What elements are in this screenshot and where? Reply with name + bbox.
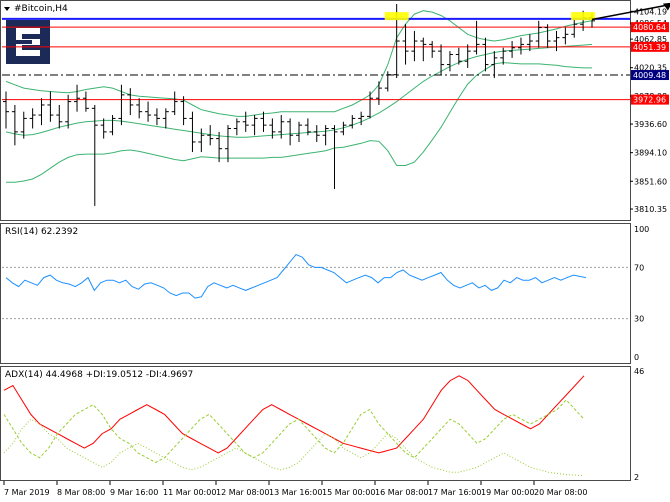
rsi-line: [5, 253, 587, 299]
price-line-label: 4080.64: [633, 23, 666, 32]
price-tick-label: 3936.60: [634, 120, 667, 129]
adx-series-line: [3, 375, 585, 454]
highlight-markers: [384, 2, 670, 21]
arrow-head-icon: [662, 2, 670, 11]
rsi-title: RSI(14) 62.2392: [5, 227, 78, 237]
price-level-labels: 4080.64 4051.39 4009.48 3972.96: [631, 22, 669, 105]
time-tick-label: 8 Mar 08:00: [57, 488, 105, 497]
price-line-label: 4051.39: [633, 43, 666, 52]
rsi-tick-label: 70: [634, 263, 644, 272]
price-tick-label: 4020.35: [634, 64, 667, 73]
time-axis: 7 Mar 2019 8 Mar 08:00 9 Mar 16:00 11 Mar 0…: [3, 481, 587, 497]
price-tick-label: 4104.19: [634, 7, 667, 16]
price-level-lines: [2, 17, 630, 101]
price-line-badge: [631, 94, 669, 105]
time-tick-label: 17 Mar 16:00: [428, 488, 481, 497]
price-line-label: 4009.48: [633, 71, 666, 80]
adx-title: ADX(14) 44.4968 +DI:19.0512 -DI:4.9697: [5, 370, 193, 380]
main-title: #Bitcoin,H4: [14, 4, 68, 14]
band-upper: [5, 10, 593, 117]
caret-down-icon: [4, 7, 10, 11]
highlight-marker: [384, 12, 409, 21]
rsi-series-line: [5, 253, 587, 299]
broker-logo: [6, 20, 50, 64]
time-tick-label: 11 Mar 00:00: [163, 488, 216, 497]
price-tick-label: 4062.85: [634, 35, 667, 44]
price-line-badge: [631, 22, 669, 33]
adx-lines: [3, 375, 585, 477]
price-line-badge: [631, 70, 669, 81]
adx-panel: [0, 366, 631, 481]
main-title-group: #Bitcoin,H4: [4, 4, 68, 14]
time-tick-label: 7 Mar 2019: [4, 488, 50, 497]
trend-arrow: [591, 3, 670, 21]
time-tick-label: 16 Mar 08:00: [375, 488, 428, 497]
rsi-axis: 100 70 30 0: [634, 225, 649, 362]
price-tick-label: 3810.35: [634, 205, 667, 214]
time-tick-label: 19 Mar 00:00: [481, 488, 534, 497]
time-tick-label: 13 Mar 16:00: [269, 488, 322, 497]
time-tick-label: 12 Mar 08:00: [216, 488, 269, 497]
rsi-tick-label: 0: [634, 353, 639, 362]
rsi-tick-label: 30: [634, 315, 644, 324]
adx-series-line: [3, 399, 585, 464]
highlight-marker: [571, 12, 596, 21]
time-tick-label: 20 Mar 08:00: [534, 488, 587, 497]
time-tick-label: 15 Mar 00:00: [322, 488, 375, 497]
candles: [3, 4, 595, 206]
price-tick-label: 3894.10: [634, 149, 667, 158]
price-line-label: 3972.96: [633, 96, 666, 105]
time-tick-label: 9 Mar 16:00: [110, 488, 158, 497]
adx-tick-label: 46: [634, 367, 644, 376]
price-line-badge: [631, 41, 669, 52]
price-tick-label: 3851.60: [634, 177, 667, 186]
rsi-tick-label: 100: [634, 225, 649, 234]
rsi-panel: [0, 223, 631, 364]
main-price-panel: [0, 0, 631, 221]
adx-axis: 46 2: [634, 367, 644, 482]
adx-tick-label: 2: [634, 473, 639, 482]
